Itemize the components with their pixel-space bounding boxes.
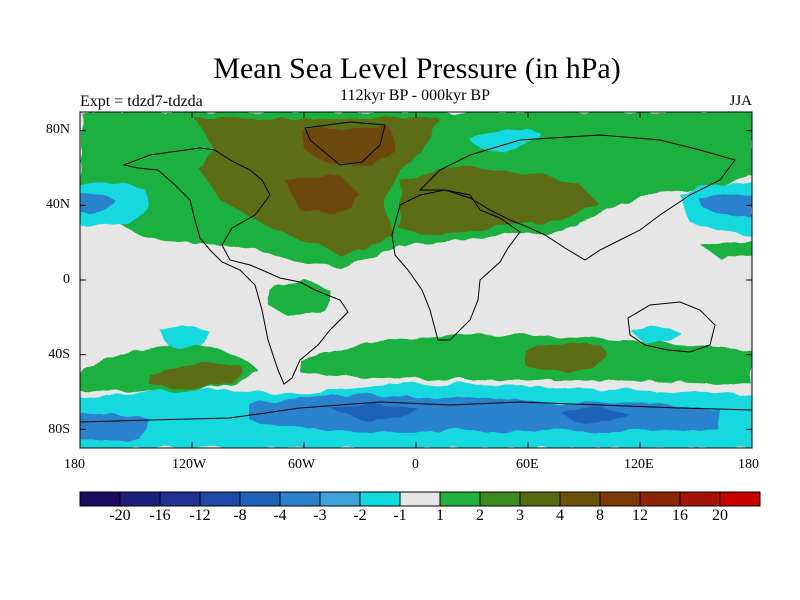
colorbar-label: -8 bbox=[233, 507, 247, 524]
colorbar-swatch bbox=[159, 491, 201, 507]
colorbar-label: 2 bbox=[476, 507, 484, 524]
x-tick-label: 60E bbox=[516, 457, 539, 472]
colorbar-swatch bbox=[79, 491, 121, 507]
colorbar-swatch bbox=[639, 491, 681, 507]
colorbar-label: -16 bbox=[149, 507, 171, 524]
colorbar bbox=[79, 491, 761, 507]
colorbar-label: -1 bbox=[393, 507, 407, 524]
coastlines bbox=[80, 121, 752, 423]
colorbar-swatch bbox=[679, 491, 721, 507]
colorbar-label: 20 bbox=[712, 507, 728, 524]
x-tick-label: 120E bbox=[624, 457, 654, 472]
chart-subtitle: 112kyr BP - 000kyr BP bbox=[340, 87, 490, 104]
anomaly-negative-4-8 bbox=[330, 404, 630, 423]
axis-ticks bbox=[79, 112, 753, 448]
x-tick-label: 180 bbox=[64, 457, 85, 472]
colorbar-label: 4 bbox=[556, 507, 564, 524]
season-label: JJA bbox=[729, 93, 752, 109]
colorbar-label: -3 bbox=[313, 507, 327, 524]
y-tick-label: 80N bbox=[45, 122, 70, 137]
colorbar-swatch bbox=[319, 491, 361, 507]
x-tick-label: 120W bbox=[172, 457, 207, 472]
experiment-label: Expt = tdzd7-tdzda bbox=[80, 93, 203, 110]
colorbar-label: 16 bbox=[672, 507, 688, 524]
anomaly-negative-2-4 bbox=[80, 193, 752, 440]
colorbar-label: -2 bbox=[353, 507, 367, 524]
colorbar-swatch bbox=[479, 491, 521, 507]
y-tick-label: 40N bbox=[45, 197, 70, 212]
x-tick-label: 0 bbox=[412, 457, 419, 472]
colorbar-swatch bbox=[359, 491, 401, 507]
colorbar-label: 3 bbox=[516, 507, 524, 524]
y-tick-label: 40S bbox=[48, 347, 70, 362]
colorbar-swatch bbox=[599, 491, 641, 507]
colorbar-swatch bbox=[239, 491, 281, 507]
colorbar-swatch bbox=[199, 491, 241, 507]
y-tick-label: 80S bbox=[48, 422, 70, 437]
colorbar-swatch bbox=[119, 491, 161, 507]
x-tick-label: 180 bbox=[738, 457, 759, 472]
colorbar-swatch bbox=[519, 491, 561, 507]
colorbar-label: -20 bbox=[109, 507, 131, 524]
colorbar-label: -12 bbox=[189, 507, 211, 524]
colorbar-label: -4 bbox=[273, 507, 287, 524]
colorbar-swatch bbox=[719, 491, 761, 507]
colorbar-label: 12 bbox=[632, 507, 648, 524]
colorbar-swatch bbox=[279, 491, 321, 507]
y-tick-label: 0 bbox=[63, 272, 70, 287]
chart-title: Mean Sea Level Pressure (in hPa) bbox=[213, 52, 621, 85]
x-tick-label: 60W bbox=[288, 457, 316, 472]
anomaly-positive-4-8 bbox=[285, 128, 395, 215]
colorbar-swatch bbox=[399, 491, 441, 507]
colorbar-swatch bbox=[439, 491, 481, 507]
colorbar-label: 8 bbox=[596, 507, 604, 524]
colorbar-swatch bbox=[559, 491, 601, 507]
colorbar-label: 1 bbox=[436, 507, 444, 524]
